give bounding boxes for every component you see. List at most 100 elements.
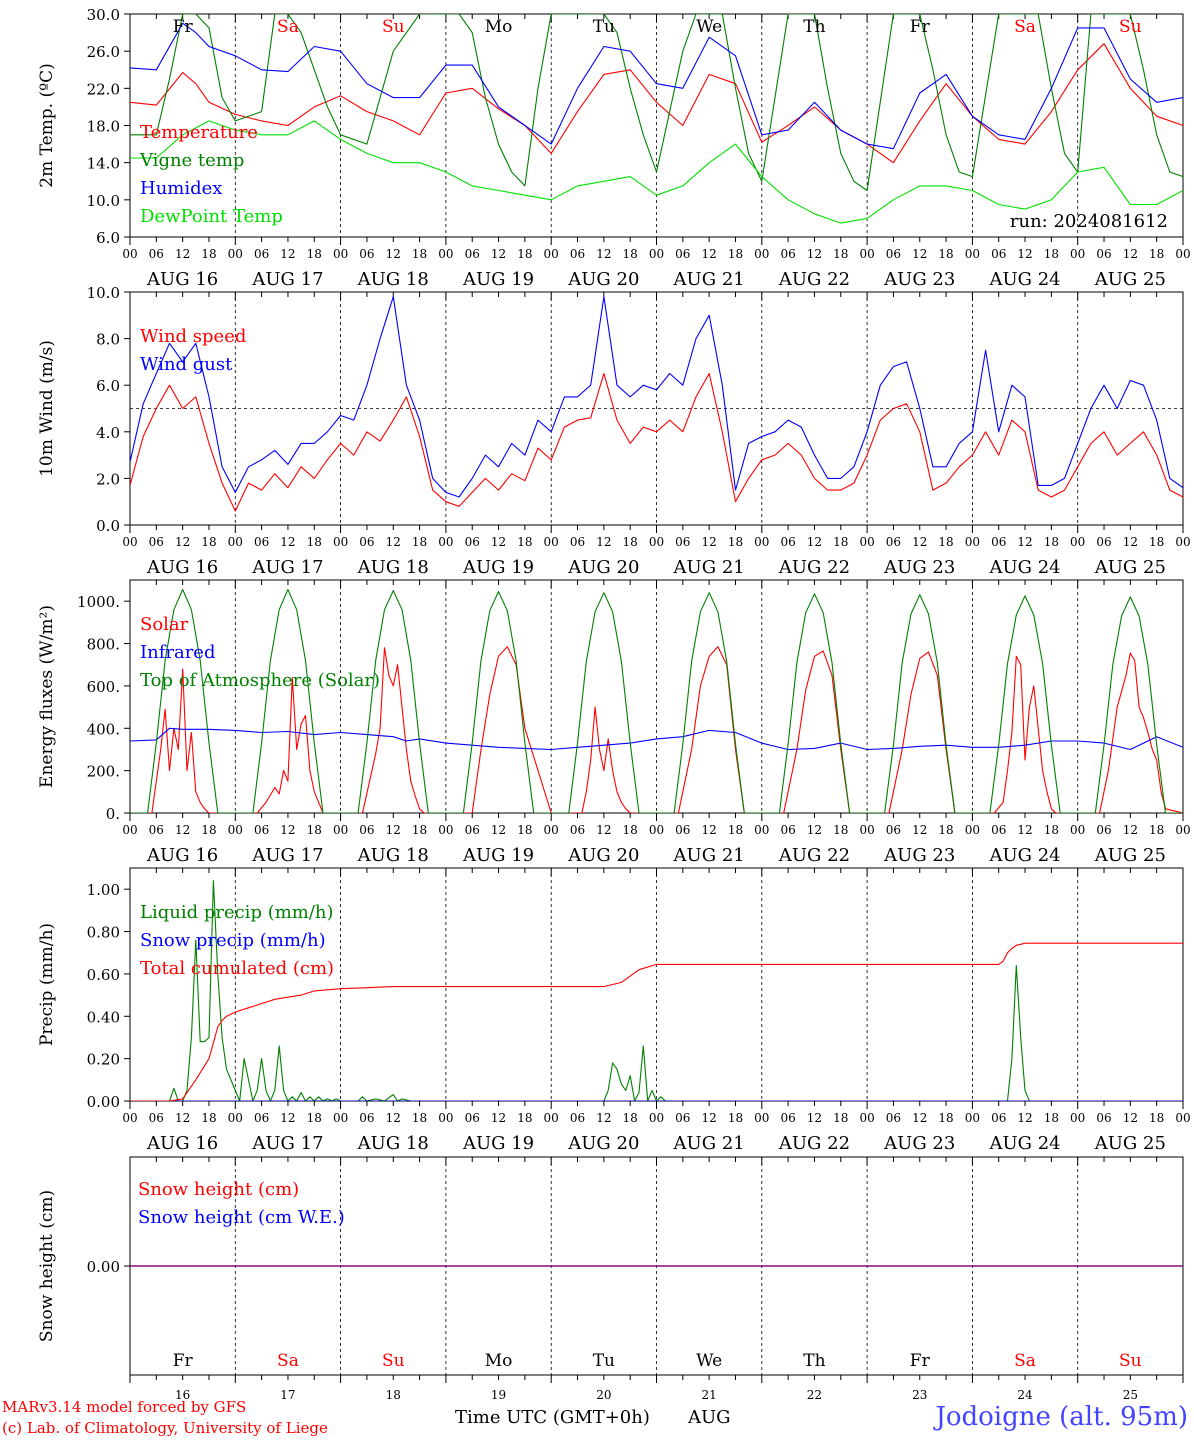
hour-tick-label: 06 bbox=[886, 535, 901, 549]
hour-tick-label: 12 bbox=[912, 823, 927, 837]
hour-tick-label: 18 bbox=[307, 535, 322, 549]
hour-tick-label: 06 bbox=[1096, 823, 1111, 837]
hour-tick-label: 06 bbox=[780, 535, 795, 549]
y-tick-label: 6.0 bbox=[96, 229, 120, 247]
series-line-solar bbox=[130, 646, 1183, 813]
y-tick-label: 0.60 bbox=[87, 966, 120, 984]
date-label: AUG 22 bbox=[778, 269, 850, 290]
hour-tick-label: 06 bbox=[359, 1111, 374, 1125]
date-label: AUG 17 bbox=[251, 845, 323, 866]
hour-tick-label: 00 bbox=[1175, 1111, 1190, 1125]
date-label: AUG 25 bbox=[1094, 269, 1166, 290]
date-label: AUG 16 bbox=[146, 269, 218, 290]
hour-tick-label: 00 bbox=[228, 535, 243, 549]
hour-tick-label: 00 bbox=[965, 535, 980, 549]
hour-tick-label: 00 bbox=[122, 823, 137, 837]
hour-tick-label: 00 bbox=[649, 1111, 664, 1125]
date-label: AUG 24 bbox=[988, 269, 1060, 290]
hour-tick-label: 18 bbox=[201, 823, 216, 837]
y-tick-label: 0.80 bbox=[87, 924, 120, 942]
day-number-label: 22 bbox=[807, 1388, 822, 1402]
hour-tick-label: 06 bbox=[570, 1111, 585, 1125]
hour-tick-label: 12 bbox=[912, 535, 927, 549]
legend-entry: Wind gust bbox=[140, 354, 233, 375]
date-label: AUG 21 bbox=[673, 269, 745, 290]
hour-tick-label: 00 bbox=[228, 1111, 243, 1125]
hour-tick-label: 12 bbox=[702, 1111, 717, 1125]
hour-tick-label: 06 bbox=[254, 535, 269, 549]
hour-tick-label: 00 bbox=[754, 823, 769, 837]
y-axis-label: 2m Temp. (ºC) bbox=[37, 63, 57, 188]
y-tick-label: 200. bbox=[87, 763, 120, 781]
weekday-label-top: Mo bbox=[485, 17, 513, 37]
day-number-label: 16 bbox=[175, 1388, 190, 1402]
hour-tick-label: 12 bbox=[1123, 1111, 1138, 1125]
hour-tick-label: 06 bbox=[675, 535, 690, 549]
y-tick-label: 1.00 bbox=[87, 881, 120, 899]
y-tick-label: 26.0 bbox=[87, 43, 120, 61]
hour-tick-label: 12 bbox=[175, 247, 190, 261]
hour-tick-label: 00 bbox=[438, 1111, 453, 1125]
day-number-label: 17 bbox=[280, 1388, 295, 1402]
hour-tick-label: 06 bbox=[991, 247, 1006, 261]
series-line-humidex bbox=[130, 22, 1183, 150]
hour-tick-label: 00 bbox=[122, 1111, 137, 1125]
hour-tick-label: 18 bbox=[1149, 247, 1164, 261]
date-label: AUG 17 bbox=[251, 1133, 323, 1154]
hour-tick-label: 18 bbox=[938, 247, 953, 261]
hour-tick-label: 00 bbox=[965, 1111, 980, 1125]
hour-tick-label: 18 bbox=[623, 823, 638, 837]
hour-tick-label: 12 bbox=[280, 247, 295, 261]
hour-tick-label: 12 bbox=[807, 247, 822, 261]
hour-tick-label: 12 bbox=[491, 823, 506, 837]
date-label: AUG 23 bbox=[883, 269, 955, 290]
x-axis-month: AUG bbox=[687, 1407, 731, 1428]
hour-tick-label: 00 bbox=[438, 247, 453, 261]
y-tick-label: 0. bbox=[106, 805, 120, 823]
hour-tick-label: 12 bbox=[702, 823, 717, 837]
legend-entry: Liquid precip (mm/h) bbox=[140, 902, 334, 923]
hour-tick-label: 12 bbox=[280, 823, 295, 837]
hour-tick-label: 06 bbox=[991, 535, 1006, 549]
hour-tick-label: 00 bbox=[965, 247, 980, 261]
hour-tick-label: 00 bbox=[859, 823, 874, 837]
y-tick-label: 18.0 bbox=[87, 118, 120, 136]
hour-tick-label: 18 bbox=[833, 247, 848, 261]
date-label: AUG 19 bbox=[462, 269, 534, 290]
date-label: AUG 18 bbox=[357, 1133, 429, 1154]
date-label: AUG 24 bbox=[988, 1133, 1060, 1154]
hour-tick-label: 06 bbox=[465, 535, 480, 549]
hour-tick-label: 12 bbox=[1123, 535, 1138, 549]
legend-entry: Top of Atmosphere (Solar) bbox=[140, 670, 380, 691]
hour-tick-label: 06 bbox=[1096, 1111, 1111, 1125]
y-axis-label: Energy fluxes (W/m²) bbox=[37, 605, 57, 788]
hour-tick-label: 18 bbox=[728, 535, 743, 549]
weekday-label-bottom: We bbox=[696, 1351, 722, 1371]
date-label: AUG 24 bbox=[988, 845, 1060, 866]
hour-tick-label: 00 bbox=[1070, 823, 1085, 837]
hour-tick-label: 18 bbox=[201, 535, 216, 549]
hour-tick-label: 12 bbox=[1123, 823, 1138, 837]
y-tick-label: 0.20 bbox=[87, 1051, 120, 1069]
hour-tick-label: 12 bbox=[596, 247, 611, 261]
hour-tick-label: 18 bbox=[517, 823, 532, 837]
date-label: AUG 23 bbox=[883, 557, 955, 578]
date-label: AUG 20 bbox=[567, 845, 639, 866]
weekday-label-bottom: Mo bbox=[485, 1351, 513, 1371]
hour-tick-label: 12 bbox=[1123, 247, 1138, 261]
day-number-label: 25 bbox=[1123, 1388, 1138, 1402]
hour-tick-label: 18 bbox=[307, 1111, 322, 1125]
hour-tick-label: 12 bbox=[702, 247, 717, 261]
hour-tick-label: 12 bbox=[807, 1111, 822, 1125]
hour-tick-label: 00 bbox=[122, 247, 137, 261]
legend-entry: Humidex bbox=[140, 178, 222, 199]
hour-tick-label: 18 bbox=[833, 535, 848, 549]
date-label: AUG 22 bbox=[778, 1133, 850, 1154]
y-axis-label: Snow height (cm) bbox=[37, 1190, 57, 1342]
legend-entry: Vigne temp bbox=[139, 150, 244, 171]
date-label: AUG 24 bbox=[988, 557, 1060, 578]
hour-tick-label: 12 bbox=[175, 535, 190, 549]
hour-tick-label: 12 bbox=[280, 1111, 295, 1125]
hour-tick-label: 12 bbox=[491, 247, 506, 261]
hour-tick-label: 00 bbox=[859, 247, 874, 261]
